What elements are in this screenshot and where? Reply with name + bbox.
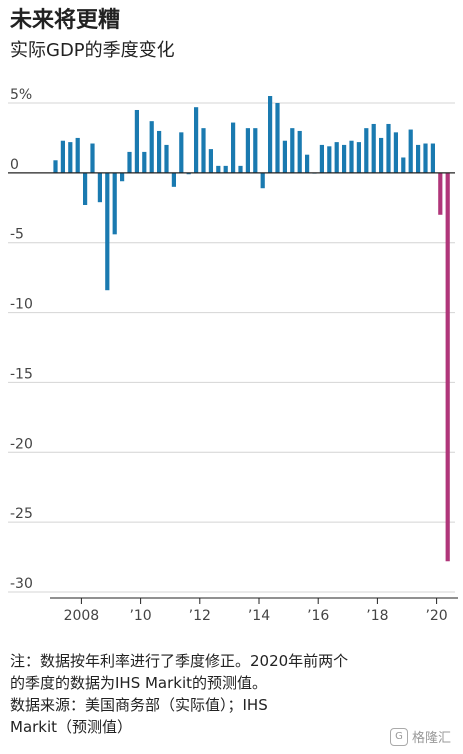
gdp-bar xyxy=(253,128,258,173)
gdp-bar xyxy=(105,172,110,291)
gdp-bar xyxy=(194,107,199,173)
y-tick-label: -30 xyxy=(10,576,33,592)
gdp-bar xyxy=(142,151,147,173)
chart-title: 未来将更糟 xyxy=(10,8,121,33)
forecast-bar xyxy=(438,172,443,215)
gdp-bar xyxy=(120,172,125,182)
gdp-bar xyxy=(260,172,265,189)
gdp-bar-chart: 5% 0 -5 -10 -15 -20 -25 -30 2008 ’10 ’12 ’14 ’16 ’18 ’… xyxy=(8,87,458,624)
note-line: 注：数据按年利率进行了季度修正。2020年前两个 xyxy=(10,652,349,670)
gdp-bar xyxy=(430,143,435,173)
gdp-bar xyxy=(290,128,295,173)
gdp-bar xyxy=(149,121,154,173)
y-tick-label: 0 xyxy=(10,157,19,173)
gdp-bar xyxy=(97,172,102,203)
gdp-bar xyxy=(408,129,413,173)
gdp-bar xyxy=(334,142,339,173)
gelonghui-logo-icon: G xyxy=(390,727,408,746)
source-line: Markit（预测值） xyxy=(10,718,133,736)
source-line: 数据来源：美国商务部（实际值）；IHS xyxy=(10,696,268,714)
gdp-bar xyxy=(90,143,95,173)
gdp-bar xyxy=(386,123,391,173)
gdp-bar xyxy=(53,160,58,173)
gdp-bar xyxy=(179,132,184,173)
forecast-bar xyxy=(445,172,450,562)
gdp-bar xyxy=(371,123,376,173)
x-tick-label: 2008 xyxy=(64,608,100,624)
gdp-bar xyxy=(201,128,206,173)
gdp-bar xyxy=(134,109,139,173)
gdp-bar xyxy=(305,154,310,173)
y-tick-label: -15 xyxy=(10,366,33,382)
x-tick-label: ’12 xyxy=(189,608,211,624)
gdp-bar xyxy=(423,143,428,173)
gdp-bar xyxy=(297,130,302,173)
gdp-bar xyxy=(275,103,280,173)
note-line: 的季度的数据为IHS Markit的预测值。 xyxy=(10,674,268,692)
gdp-bar xyxy=(186,172,191,175)
gdp-bar xyxy=(68,142,73,173)
y-tick-label: -20 xyxy=(10,436,33,452)
gdp-bar xyxy=(282,140,287,173)
gdp-bar xyxy=(208,149,213,173)
gdp-bar xyxy=(216,165,221,173)
gdp-bar xyxy=(157,130,162,173)
gdp-bar xyxy=(60,140,65,173)
gdp-bar xyxy=(75,137,80,173)
y-tick-label: -5 xyxy=(10,227,24,243)
x-tick-label: ’20 xyxy=(425,608,447,624)
gdp-bar xyxy=(393,132,398,173)
x-tick-label: ’10 xyxy=(129,608,151,624)
gdp-bar xyxy=(401,157,406,173)
gdp-bar xyxy=(364,128,369,173)
gdp-bar xyxy=(83,172,88,205)
gdp-bar xyxy=(231,122,236,173)
gdp-bar xyxy=(112,172,117,235)
x-tick-label: ’16 xyxy=(307,608,329,624)
y-tick-label: -25 xyxy=(10,506,33,522)
x-tick-label: ’14 xyxy=(248,608,270,624)
gdp-bar xyxy=(342,144,347,173)
watermark-text: 格隆汇 xyxy=(412,731,452,746)
gdp-bar xyxy=(223,165,228,173)
gdp-bar xyxy=(127,151,132,173)
gdp-bar xyxy=(349,140,354,173)
gdp-bar xyxy=(379,137,384,173)
y-tick-label: -10 xyxy=(10,297,33,313)
gdp-bar xyxy=(356,142,361,173)
y-tick-label: 5% xyxy=(10,87,32,103)
gdp-bar xyxy=(171,172,176,187)
x-tick-label: ’18 xyxy=(366,608,388,624)
gdp-bar xyxy=(164,144,169,173)
footnotes: 注：数据按年利率进行了季度修正。2020年前两个 的季度的数据为IHS Mark… xyxy=(10,650,450,738)
gdp-bar xyxy=(245,128,250,173)
gdp-bar xyxy=(416,144,421,173)
gdp-bar xyxy=(319,144,324,173)
gdp-bar xyxy=(327,146,332,173)
chart-subtitle: 实际GDP的季度变化 xyxy=(10,40,175,61)
gdp-bar xyxy=(268,96,273,173)
gdp-bar xyxy=(238,165,243,173)
watermark: G 格隆汇 xyxy=(390,727,451,746)
